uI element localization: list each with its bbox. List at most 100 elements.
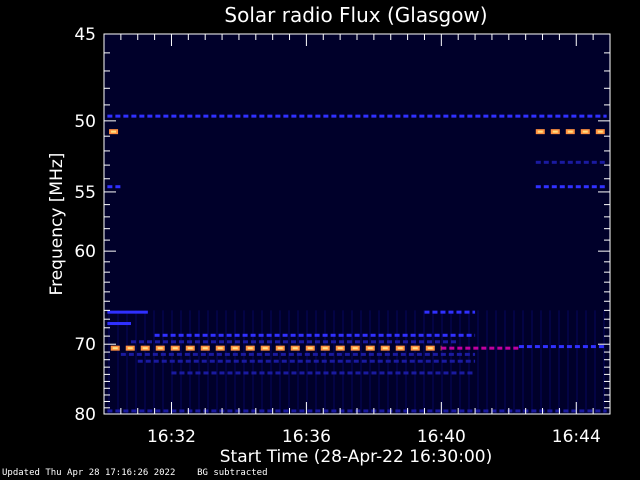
- emission-dash: [395, 409, 401, 413]
- emission-dash: [379, 409, 385, 413]
- emission-dash: [379, 371, 385, 375]
- emission-dash: [574, 345, 580, 349]
- emission-dash: [170, 340, 176, 344]
- emission-dash: [337, 359, 343, 363]
- emission-peak: [427, 347, 433, 350]
- emission-dash: [355, 114, 361, 118]
- background-streak: [522, 310, 524, 414]
- emission-dash: [384, 352, 390, 356]
- emission-dash: [243, 114, 249, 118]
- emission-dash: [559, 185, 565, 189]
- emission-dash: [603, 114, 607, 118]
- emission-dash: [507, 114, 513, 118]
- emission-dash: [363, 114, 369, 118]
- emission-dash: [162, 340, 168, 344]
- emission-dash: [518, 345, 524, 349]
- x-tick-label: 16:36: [282, 427, 331, 447]
- emission-dash: [378, 333, 384, 337]
- emission-dash: [347, 114, 353, 118]
- emission-dash: [187, 114, 193, 118]
- x-tick-label: 16:32: [147, 427, 196, 447]
- emission-dash: [299, 371, 305, 375]
- emission-dash: [579, 409, 585, 413]
- background-streak: [513, 310, 515, 414]
- emission-dash: [139, 409, 145, 413]
- emission-dash: [418, 333, 424, 337]
- emission-dash: [368, 352, 374, 356]
- emission-dash: [275, 409, 281, 413]
- emission-dash: [371, 371, 377, 375]
- emission-band: [107, 310, 148, 314]
- background-streak: [477, 310, 479, 414]
- emission-dash: [179, 371, 185, 375]
- emission-dash: [123, 409, 129, 413]
- emission-dash: [362, 340, 368, 344]
- emission-dash: [314, 333, 320, 337]
- emission-peak: [537, 130, 543, 133]
- emission-dash: [336, 352, 342, 356]
- emission-dash: [162, 333, 168, 337]
- emission-dash: [355, 409, 361, 413]
- emission-dash: [323, 409, 329, 413]
- background-streak: [567, 310, 569, 414]
- emission-dash: [378, 340, 384, 344]
- emission-dash: [411, 114, 417, 118]
- emission-dash: [457, 346, 463, 350]
- emission-dash: [176, 352, 182, 356]
- emission-peak: [142, 347, 148, 350]
- emission-dash: [131, 114, 137, 118]
- x-tick-label: 16:40: [417, 427, 466, 447]
- emission-dash: [266, 333, 272, 337]
- emission-dash: [582, 345, 588, 349]
- emission-dash: [353, 359, 359, 363]
- emission-dash: [195, 371, 201, 375]
- emission-dash: [257, 359, 263, 363]
- background-streak: [495, 310, 497, 414]
- emission-dash: [467, 409, 473, 413]
- emission-dash: [306, 333, 312, 337]
- emission-dash: [441, 359, 447, 363]
- background-streak: [558, 310, 560, 414]
- emission-dash: [547, 409, 553, 413]
- emission-dash: [298, 333, 304, 337]
- emission-dash: [451, 114, 457, 118]
- background-streak: [351, 310, 353, 414]
- emission-dash: [163, 409, 169, 413]
- x-axis-label: Start Time (28-Apr-22 16:30:00): [220, 447, 492, 467]
- emission-dash: [338, 333, 344, 337]
- emission-dash: [227, 114, 233, 118]
- emission-dash: [354, 333, 360, 337]
- emission-dash: [555, 114, 561, 118]
- emission-dash: [146, 340, 152, 344]
- emission-dash: [291, 371, 297, 375]
- emission-dash: [282, 333, 288, 337]
- emission-dash: [323, 114, 329, 118]
- emission-dash: [411, 409, 417, 413]
- emission-dash: [450, 340, 456, 344]
- emission-dash: [352, 352, 358, 356]
- emission-dash: [168, 352, 174, 356]
- emission-dash: [322, 333, 328, 337]
- emission-dash: [345, 359, 351, 363]
- emission-dash: [307, 371, 313, 375]
- background-streak: [279, 310, 281, 414]
- emission-dash: [187, 371, 193, 375]
- emission-dash: [603, 409, 607, 413]
- emission-dash: [464, 310, 470, 314]
- emission-dash: [147, 409, 153, 413]
- emission-dash: [178, 340, 184, 344]
- emission-dash: [235, 114, 241, 118]
- emission-dash: [179, 409, 185, 413]
- emission-dash: [227, 409, 233, 413]
- emission-dash: [195, 114, 201, 118]
- y-tick-label: 55: [74, 183, 96, 203]
- emission-dash: [467, 371, 473, 375]
- background-streak: [423, 310, 425, 414]
- emission-dash: [466, 333, 472, 337]
- emission-peak: [382, 347, 388, 350]
- emission-dash: [465, 346, 471, 350]
- emission-dash: [394, 333, 400, 337]
- emission-dash: [291, 409, 297, 413]
- emission-dash: [187, 409, 193, 413]
- emission-dash: [130, 340, 136, 344]
